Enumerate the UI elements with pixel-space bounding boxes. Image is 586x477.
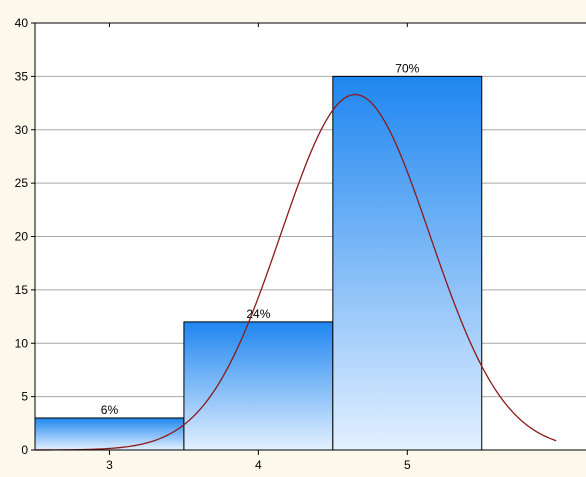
normal-curve [34,93,557,451]
y-tick-label-35: 35 [15,69,29,83]
bar-5 [332,75,483,451]
y-tick-label-10: 10 [15,336,29,350]
y-tick-label-40: 40 [15,16,29,30]
data-label-5: 70% [395,61,419,75]
y-tick-label-15: 15 [15,283,29,297]
data-label-4: 24% [246,307,270,321]
x-tick-label-5: 5 [404,458,411,472]
y-tick-label-20: 20 [15,230,29,244]
bar-4 [183,321,334,451]
y-tick-label-25: 25 [15,176,29,190]
y-tick-label-30: 30 [15,123,29,137]
axes [31,22,586,455]
fitted-curve [34,93,557,451]
data-label-3: 6% [101,403,119,417]
x-tick-label-4: 4 [255,458,262,472]
bars [34,75,483,451]
labels: 6% 24% 70% 0 5 10 15 20 25 30 35 40 3 4 5 [15,16,420,472]
x-tick-label-3: 3 [106,458,113,472]
y-tick-label-5: 5 [21,390,28,404]
y-tick-label-0: 0 [21,443,28,457]
bar-3 [34,417,185,451]
